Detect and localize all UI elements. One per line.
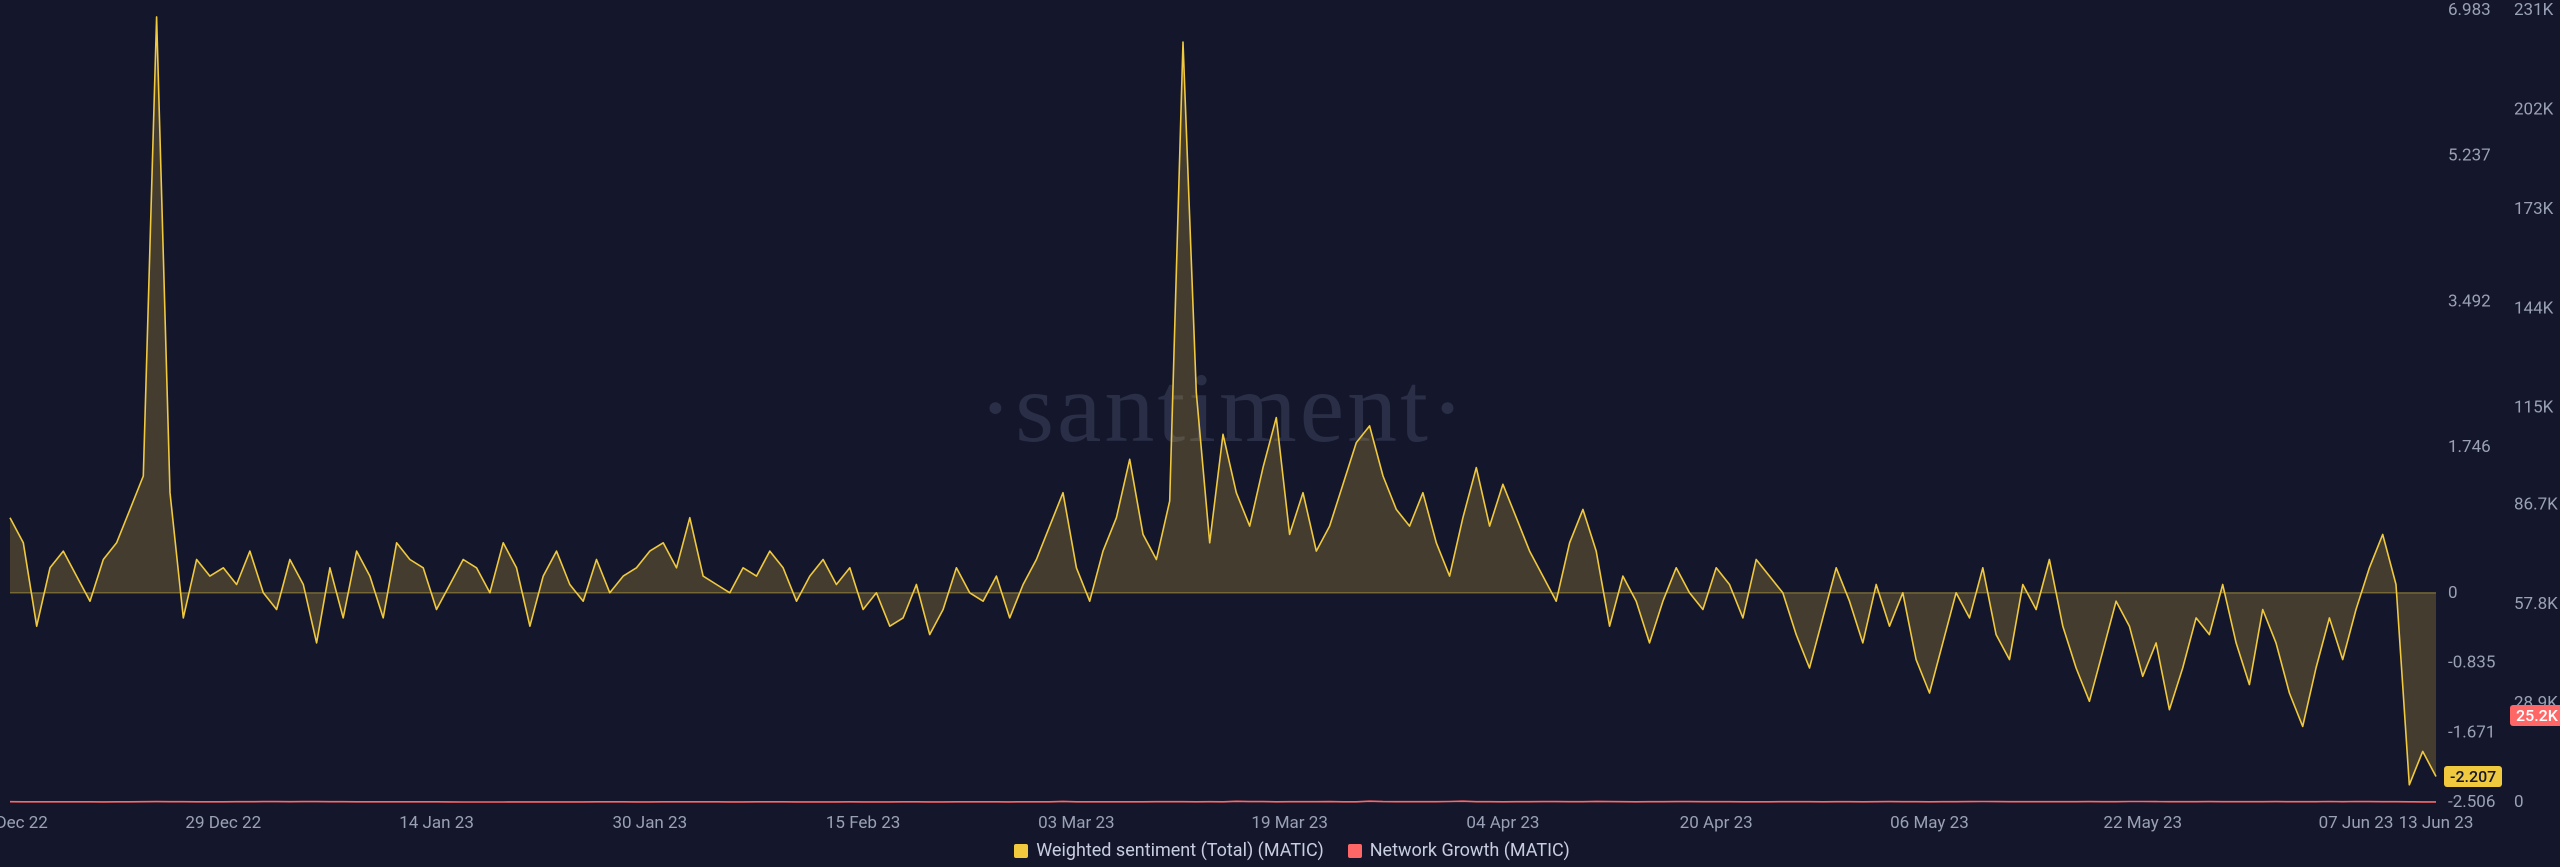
svg-text:30 Jan 23: 30 Jan 23 [612, 813, 687, 833]
legend: Weighted sentiment (Total) (MATIC) Networ… [0, 839, 2560, 861]
sentiment-current-badge: -2.207 [2444, 766, 2502, 787]
svg-text:06 May 23: 06 May 23 [1890, 813, 1969, 833]
svg-text:0: 0 [2448, 583, 2458, 603]
svg-text:1.746: 1.746 [2448, 437, 2491, 457]
legend-label: Network Growth (MATIC) [1370, 840, 1570, 861]
legend-swatch [1014, 844, 1028, 858]
svg-text:13 Jun 23: 13 Jun 23 [2399, 813, 2474, 833]
network-current-badge: 25.2K [2510, 705, 2560, 726]
svg-text:15 Feb 23: 15 Feb 23 [826, 813, 900, 833]
svg-text:03 Mar 23: 03 Mar 23 [1038, 813, 1115, 833]
svg-text:6.983: 6.983 [2448, 0, 2491, 20]
legend-label: Weighted sentiment (Total) (MATIC) [1036, 840, 1323, 861]
svg-text:144K: 144K [2514, 298, 2554, 318]
svg-text:07 Jun 23: 07 Jun 23 [2319, 813, 2394, 833]
svg-text:86.7K: 86.7K [2514, 495, 2558, 515]
svg-text:19 Mar 23: 19 Mar 23 [1251, 813, 1328, 833]
svg-text:5.237: 5.237 [2448, 146, 2491, 166]
svg-text:-1.671: -1.671 [2448, 722, 2495, 742]
svg-text:57.8K: 57.8K [2514, 594, 2558, 614]
svg-text:29 Dec 22: 29 Dec 22 [185, 813, 261, 833]
svg-text:14 Jan 23: 14 Jan 23 [399, 813, 474, 833]
svg-text:0: 0 [2514, 792, 2524, 812]
svg-text:22 May 23: 22 May 23 [2103, 813, 2182, 833]
svg-text:20 Apr 23: 20 Apr 23 [1680, 813, 1753, 833]
svg-text:202K: 202K [2514, 99, 2554, 119]
svg-text:231K: 231K [2514, 0, 2554, 20]
legend-swatch [1348, 844, 1362, 858]
chart-svg: ·santiment·6.9835.2373.4921.7460-0.835-1… [0, 0, 2560, 867]
svg-text:-2.506: -2.506 [2448, 792, 2495, 812]
svg-text:115K: 115K [2514, 398, 2554, 418]
svg-text:173K: 173K [2514, 199, 2554, 219]
sentiment-network-chart: ·santiment·6.9835.2373.4921.7460-0.835-1… [0, 0, 2560, 867]
svg-text:13 Dec 22: 13 Dec 22 [0, 813, 48, 833]
svg-text:3.492: 3.492 [2448, 291, 2491, 311]
svg-text:04 Apr 23: 04 Apr 23 [1466, 813, 1539, 833]
svg-text:-0.835: -0.835 [2448, 653, 2495, 673]
